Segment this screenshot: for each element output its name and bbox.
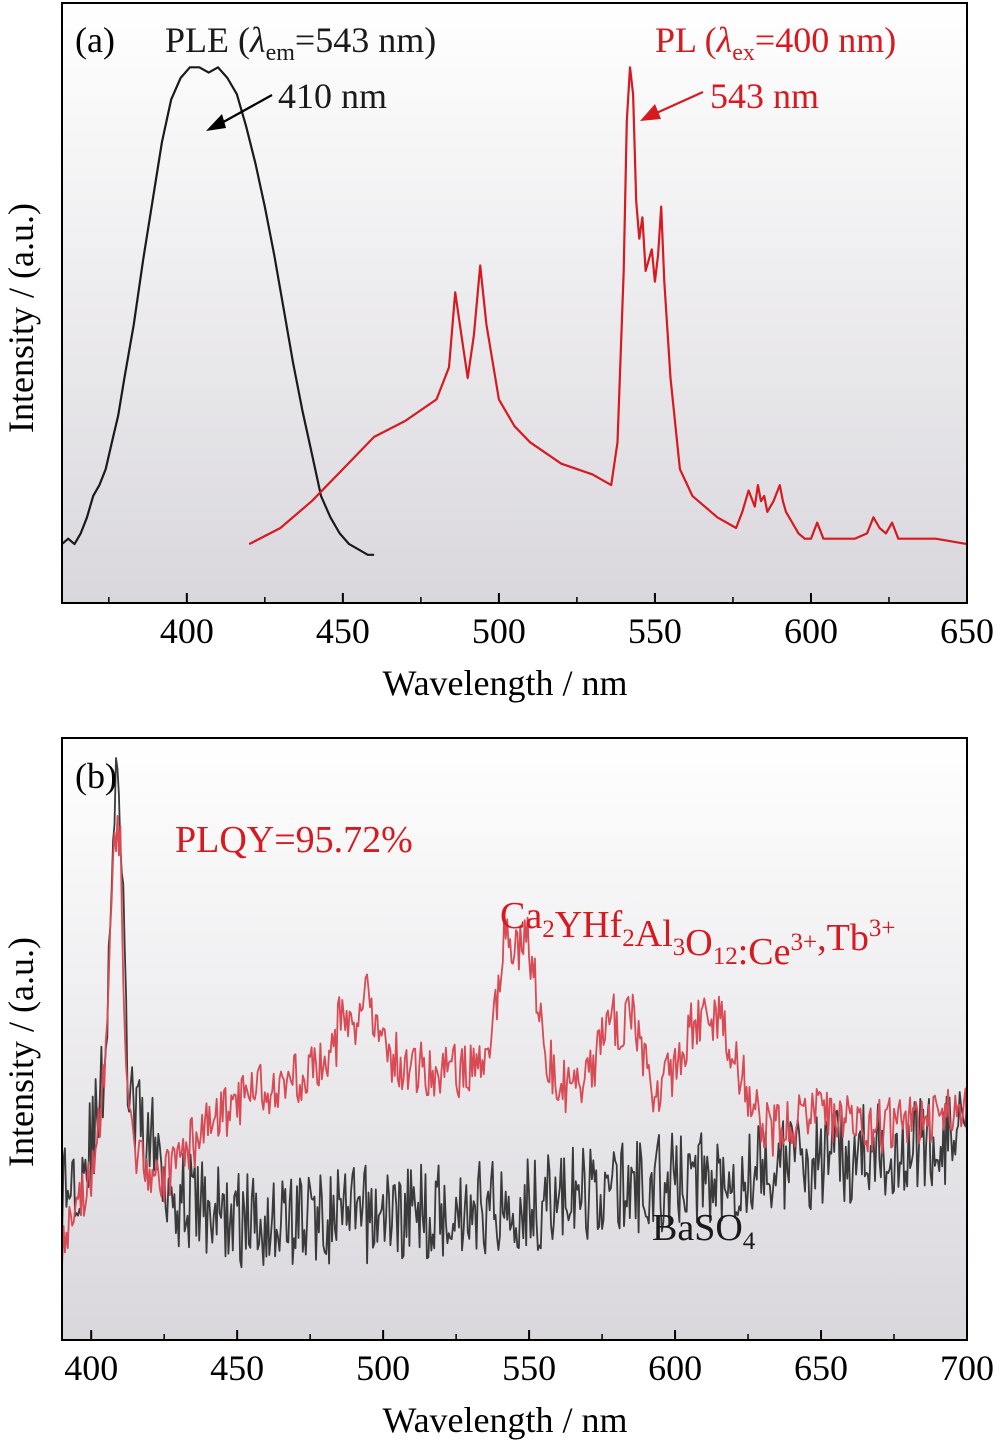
x-tick-label: 450 [210, 1348, 264, 1388]
reference-label: BaSO4 [652, 1207, 756, 1255]
panel-b-chart: 400 450 500 550 600 650 700 (b) Wavelength / n… [1, 737, 994, 1440]
panel-b-axes-frame [61, 737, 968, 1341]
panel-b-ylabel: Intensity / (a.u.) [1, 937, 41, 1167]
series-line-second [61, 815, 968, 1269]
peak-label-ple: 410 nm [278, 76, 387, 116]
x-tick-label: 450 [316, 611, 370, 651]
x-tick-label: 600 [784, 611, 838, 651]
legend-label: PLE (λem=543 nm) [165, 20, 436, 66]
x-tick-label: 700 [940, 1348, 994, 1388]
panel-a-label: (a) [75, 20, 115, 60]
panel-b-xlabel: Wavelength / nm [382, 1400, 627, 1440]
panel-b-x-ticks: 400 450 500 550 600 650 700 [64, 1330, 994, 1388]
peak-label-pl: 543 nm [710, 76, 819, 116]
x-tick-label: 400 [64, 1348, 118, 1388]
panel-a-series-group [61, 66, 968, 556]
arrow-ple [217, 94, 273, 126]
x-tick-label: 400 [160, 611, 214, 651]
x-tick-label: 550 [628, 611, 682, 651]
arrow-head-ple [206, 114, 226, 131]
sample-formula-label: Ca2YHf2Al3O12:Ce3+,Tb3+ [500, 895, 895, 973]
panel-a-x-ticks: 400 450 500 550 600 650 [108, 593, 994, 651]
panel-a-axes-frame [61, 2, 968, 604]
panel-a-annotations: 410 nm 543 nm [206, 76, 819, 131]
series-line-first [61, 757, 968, 1269]
x-tick-label: 500 [472, 611, 526, 651]
panel-b-annotations: PLQY=95.72% Ca2YHf2Al3O12:Ce3+,Tb3+ BaSO4 [175, 819, 895, 1255]
arrow-pl [651, 90, 704, 117]
arrow-head-pl [640, 104, 661, 121]
panel-a-chart: 400 450 500 550 600 650 (a) Wavelength / nm I… [1, 2, 994, 703]
x-tick-label: 650 [794, 1348, 848, 1388]
panel-b-series-group [61, 757, 968, 1269]
panel-b-label: (b) [75, 756, 117, 796]
x-tick-label: 500 [356, 1348, 410, 1388]
legend-label: PL (λex=400 nm) [655, 20, 896, 66]
x-tick-label: 600 [648, 1348, 702, 1388]
panel-a-ylabel: Intensity / (a.u.) [1, 203, 41, 433]
x-tick-label: 550 [502, 1348, 556, 1388]
series-line-second [248, 66, 968, 546]
x-tick-label: 650 [940, 611, 994, 651]
panel-a-plot-area [62, 3, 967, 603]
series-line-first [61, 66, 375, 556]
panel-a-xlabel: Wavelength / nm [382, 663, 627, 703]
panel-a-legend-labels: PLE (λem=543 nm) PL (λex=400 nm) [165, 20, 896, 66]
plqy-label: PLQY=95.72% [175, 819, 413, 861]
